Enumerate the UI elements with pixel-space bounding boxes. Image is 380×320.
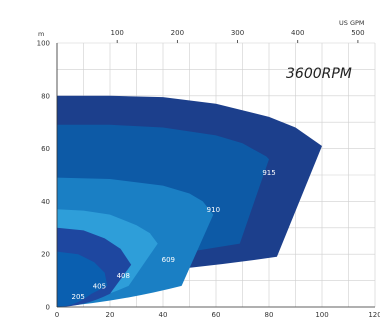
x-tick-label: 60 <box>212 311 221 319</box>
x-tick-label: 40 <box>159 311 168 319</box>
top-tick-label: 200 <box>171 29 184 37</box>
speed-label: 3600RPM <box>286 66 352 82</box>
top-tick-label: 400 <box>291 29 304 37</box>
region-label-910: 910 <box>207 206 220 214</box>
y-tick-label: 0 <box>46 304 50 312</box>
x-tick-label: 0 <box>55 311 59 319</box>
y-axis-unit-label: m <box>38 30 44 38</box>
region-label-205: 205 <box>72 293 85 301</box>
top-axis-unit-label: US GPM <box>339 19 365 27</box>
top-tick-label: 300 <box>231 29 244 37</box>
top-tick-label: 500 <box>351 29 364 37</box>
x-tick-label: 80 <box>265 311 274 319</box>
top-tick-label: 100 <box>110 29 123 37</box>
axes: 0 20 40 60 80 100 0 20 40 60 80 100 120 100 200 300 400 5… <box>37 29 380 319</box>
x-tick-label: 100 <box>315 311 328 319</box>
performance-region-205 <box>57 251 108 307</box>
y-tick-label: 20 <box>41 251 50 259</box>
y-tick-label: 60 <box>41 145 50 153</box>
region-label-408: 408 <box>117 272 130 280</box>
performance-areas <box>57 95 322 307</box>
region-label-405: 405 <box>93 283 106 291</box>
y-tick-label: 40 <box>41 198 50 206</box>
region-label-609: 609 <box>162 256 175 264</box>
x-tick-label: 120 <box>368 311 380 319</box>
region-labels: 915 910 609 408 405 205 <box>72 169 276 301</box>
x-tick-label: 20 <box>106 311 115 319</box>
y-tick-label: 100 <box>37 40 50 48</box>
region-label-915: 915 <box>262 169 275 177</box>
y-tick-label: 80 <box>41 92 50 100</box>
